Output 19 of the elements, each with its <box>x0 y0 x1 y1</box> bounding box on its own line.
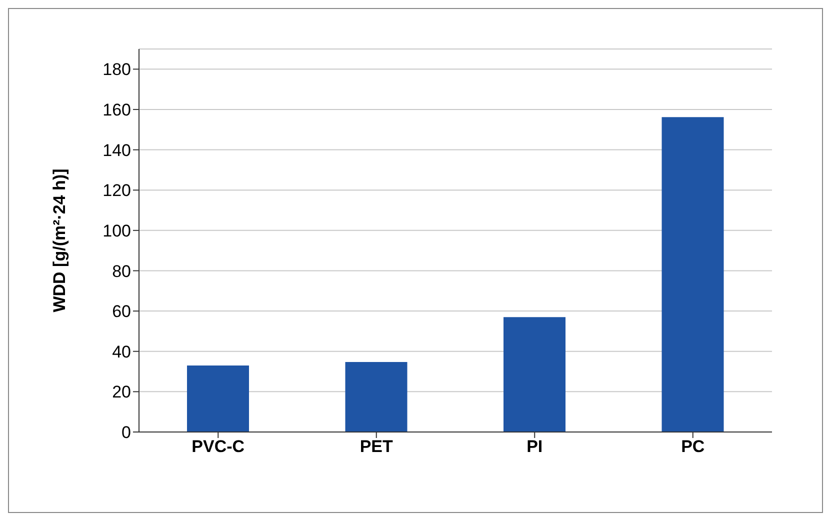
bar <box>187 365 249 432</box>
y-tick-label: 180 <box>102 60 131 80</box>
y-tick-label: 20 <box>112 382 131 402</box>
bar <box>662 117 724 432</box>
y-tick-label: 100 <box>102 221 131 240</box>
x-tick-label: PI <box>526 437 543 456</box>
y-tick-label: 140 <box>102 140 131 160</box>
y-tick-label: 160 <box>102 100 131 120</box>
y-tick-label: 0 <box>122 423 131 442</box>
y-tick-label: 40 <box>112 342 131 362</box>
x-tick-label: PC <box>681 437 705 456</box>
x-tick-label: PET <box>360 437 394 456</box>
y-tick-label: 60 <box>112 302 131 322</box>
bar <box>504 317 566 432</box>
y-tick-label: 80 <box>112 262 131 281</box>
x-tick-label: PVC-C <box>192 437 245 456</box>
bar <box>345 362 408 432</box>
y-axis-title: WDD [g/(m²·24 h)] <box>50 168 70 312</box>
y-tick-label: 120 <box>102 181 131 200</box>
